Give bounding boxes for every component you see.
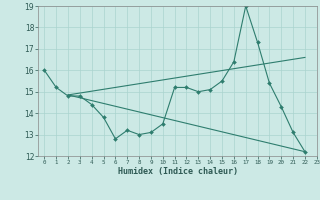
X-axis label: Humidex (Indice chaleur): Humidex (Indice chaleur) bbox=[118, 167, 238, 176]
